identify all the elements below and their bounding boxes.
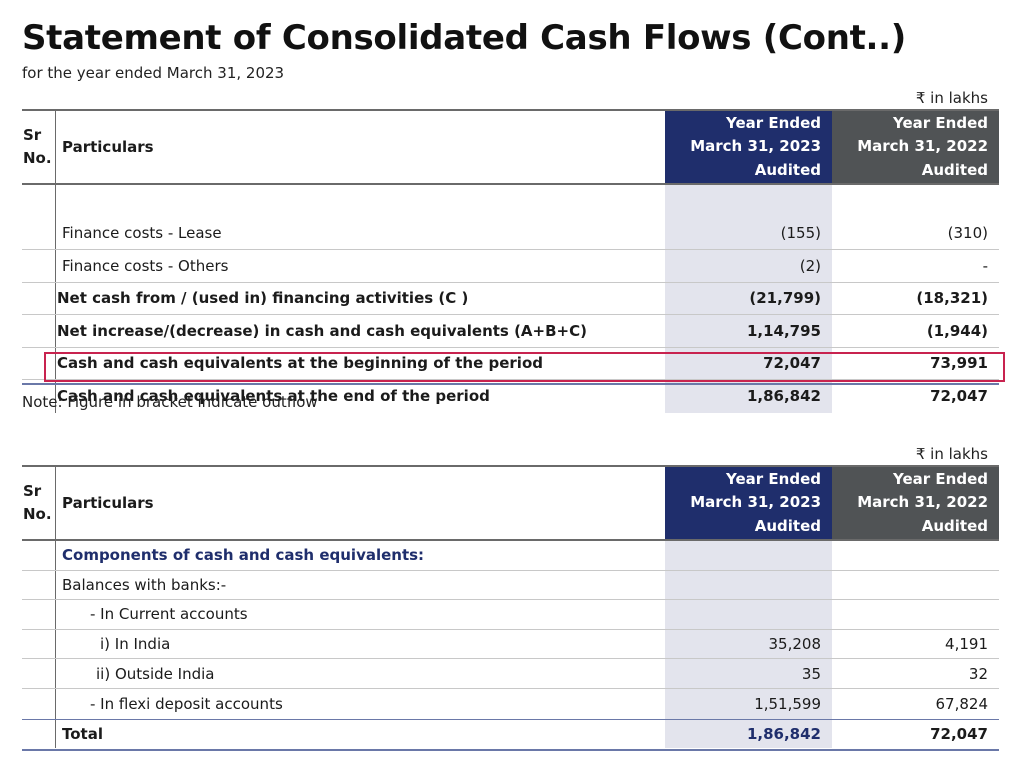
sr-no-header: Sr No. <box>22 111 56 183</box>
row-value-2022: (310) <box>947 224 988 243</box>
row-value-2023: 35,208 <box>665 629 832 659</box>
year-2022-header: Year Ended March 31, 2022 Audited <box>832 111 999 183</box>
row-value-2023: (21,799) <box>665 282 832 314</box>
cash-flow-table: Sr No. Particulars Year Ended March 31, 2… <box>22 109 999 413</box>
row-particular: Components of cash and cash equivalents: <box>62 546 425 565</box>
spacer-row <box>22 185 999 218</box>
row-particular: Net increase/(decrease) in cash and cash… <box>57 321 587 340</box>
row-particular: - In Current accounts <box>90 605 248 624</box>
page-title: Statement of Consolidated Cash Flows (Co… <box>22 18 907 58</box>
table-row: Balances with banks:- <box>22 570 999 601</box>
table-row: Net cash from / (used in) financing acti… <box>22 282 999 315</box>
unit-label: ₹ in lakhs <box>915 445 988 463</box>
row-value-2023 <box>665 541 832 570</box>
sr-no-header: Sr No. <box>22 467 56 539</box>
row-value-2023 <box>665 570 832 600</box>
particulars-header: Particulars <box>62 494 154 512</box>
page-subtitle: for the year ended March 31, 2023 <box>22 64 285 82</box>
row-value-2023: (155) <box>665 217 832 249</box>
table-header: Sr No. Particulars Year Ended March 31, 2… <box>22 465 999 541</box>
row-particular: Balances with banks:- <box>62 575 227 594</box>
row-particular: Finance costs - Others <box>62 256 229 275</box>
footnote: Note: Figure in bracket indicate outflow <box>22 393 318 411</box>
cash-components-table: Sr No. Particulars Year Ended March 31, 2… <box>22 465 999 749</box>
row-value-2022 <box>832 600 999 629</box>
row-value-2022: 67,824 <box>935 694 989 713</box>
year-2023-header: Year Ended March 31, 2023 Audited <box>665 111 832 183</box>
table-row-highlighted: Cash and cash equivalents at the end of … <box>22 380 999 413</box>
row-value-2023: 35 <box>665 659 832 688</box>
row-value-2023: (2) <box>665 250 832 282</box>
row-value-2022: (1,944) <box>926 321 988 340</box>
year-2022-header: Year Ended March 31, 2022 Audited <box>832 467 999 539</box>
row-value-2023: 1,51,599 <box>665 688 832 719</box>
total-value-2023: 1,86,842 <box>665 719 832 749</box>
row-particular: Cash and cash equivalents at the beginni… <box>57 354 543 373</box>
row-particular: Net cash from / (used in) financing acti… <box>57 289 469 308</box>
row-value-2022: 73,991 <box>930 354 988 373</box>
table-header: Sr No. Particulars Year Ended March 31, 2… <box>22 109 999 185</box>
year-2023-header: Year Ended March 31, 2023 Audited <box>665 467 832 539</box>
row-value-2022: 32 <box>968 664 988 683</box>
row-value-2023 <box>665 600 832 629</box>
particulars-header: Particulars <box>62 138 154 156</box>
highlight-box <box>44 352 1005 382</box>
row-value-2022: (18,321) <box>916 289 988 308</box>
table-total-row: Total 1,86,842 72,047 <box>22 718 999 749</box>
table-row: ii) Outside India 35 32 <box>22 659 999 689</box>
table-bottom-rule <box>22 749 999 751</box>
row-value-2022: 72,047 <box>930 387 988 406</box>
row-value-2022: - <box>982 256 988 275</box>
row-particular: i) In India <box>100 635 171 654</box>
table-row: - In Current accounts <box>22 600 999 630</box>
row-value-2022 <box>832 571 999 600</box>
row-particular: ii) Outside India <box>96 664 215 683</box>
row-value-2023: 1,14,795 <box>665 315 832 347</box>
row-value-2023: 1,86,842 <box>665 380 832 413</box>
table-row: Finance costs - Others (2) - <box>22 250 999 283</box>
row-value-2022: 4,191 <box>945 635 988 654</box>
table-bottom-rule <box>22 383 999 385</box>
row-particular: Finance costs - Lease <box>62 224 222 243</box>
table-row: Net increase/(decrease) in cash and cash… <box>22 315 999 348</box>
unit-label: ₹ in lakhs <box>915 89 988 107</box>
total-value-2022: 72,047 <box>930 724 988 743</box>
table-row: - In flexi deposit accounts 1,51,599 67,… <box>22 688 999 719</box>
row-particular: - In flexi deposit accounts <box>90 694 283 713</box>
table-row: Finance costs - Lease (155) (310) <box>22 217 999 250</box>
total-label: Total <box>62 724 103 743</box>
table-row: i) In India 35,208 4,191 <box>22 629 999 660</box>
row-value-2022 <box>832 541 999 570</box>
table-row: Components of cash and cash equivalents: <box>22 541 999 571</box>
row-particular: Cash and cash equivalents at the end of … <box>57 387 490 406</box>
